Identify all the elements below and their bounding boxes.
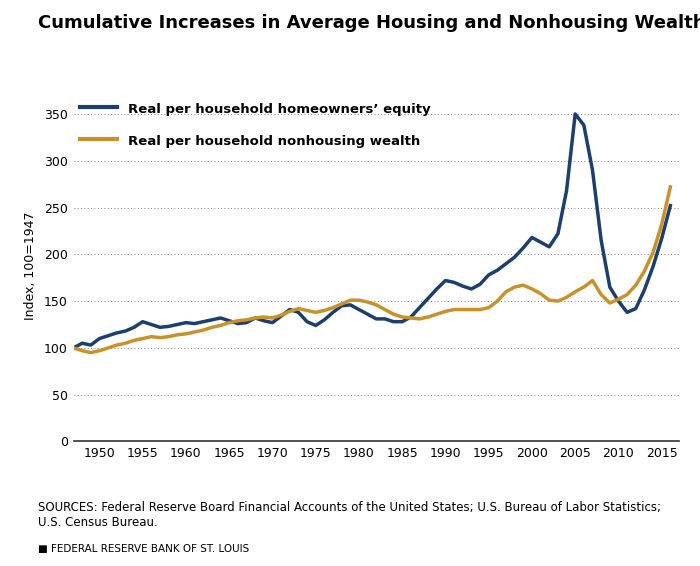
Legend: Real per household homeowners’ equity, Real per household nonhousing wealth: Real per household homeowners’ equity, R… [80, 101, 430, 149]
Text: SOURCES: Federal Reserve Board Financial Accounts of the United States; U.S. Bur: SOURCES: Federal Reserve Board Financial… [38, 501, 661, 529]
Text: ■ FEDERAL RESERVE BANK OF ST. LOUIS: ■ FEDERAL RESERVE BANK OF ST. LOUIS [38, 544, 250, 555]
Text: Cumulative Increases in Average Housing and Nonhousing Wealth: Cumulative Increases in Average Housing … [38, 14, 700, 32]
Y-axis label: Index, 100=1947: Index, 100=1947 [24, 212, 37, 320]
